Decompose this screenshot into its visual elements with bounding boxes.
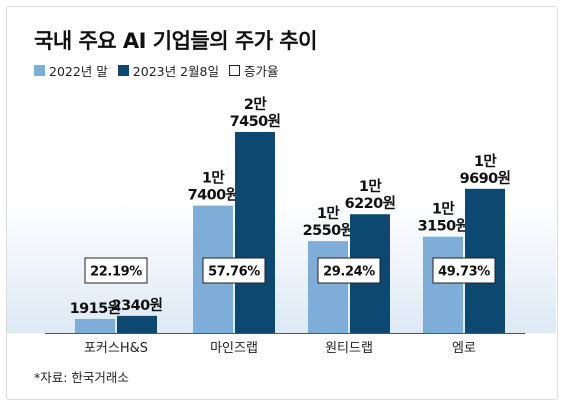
value-label-2023-1-1: 7450원 (230, 113, 281, 130)
value-label-2023-3-0: 1만 (474, 153, 497, 170)
value-label-2022-2-0: 1만 (317, 205, 340, 222)
legend: 2022년 말 2023년 2월8일 증가율 (34, 61, 289, 80)
value-label-2022-1-0: 1만 (202, 170, 225, 187)
category-label-1: 마인즈랩 (210, 341, 258, 356)
growth-label-2: 29.24% (323, 265, 375, 280)
growth-label-1: 57.76% (208, 265, 260, 280)
growth-box-2 (317, 257, 381, 284)
legend-item-2022: 2022년 말 (34, 61, 108, 80)
value-label-2022-3-0: 1만 (432, 201, 455, 218)
category-label-3: 엠로 (452, 341, 476, 356)
legend-swatch-growth (229, 64, 240, 76)
growth-box-1 (202, 257, 266, 284)
value-label-2023-0-0: 2340원 (112, 297, 163, 314)
growth-label-0: 22.19% (90, 265, 142, 280)
source-note: *자료: 한국거래소 (34, 370, 129, 385)
legend-label-2023: 2023년 2월8일 (132, 63, 219, 79)
bar-2022-3 (423, 236, 463, 333)
legend-label-2022: 2022년 말 (49, 63, 108, 79)
value-label-2022-2-1: 2550원 (303, 222, 354, 239)
chart-title: 국내 주요 AI 기업들의 주가 추이 (34, 29, 317, 53)
bar-2023-1 (235, 132, 275, 333)
legend-item-2023: 2023년 2월8일 (117, 61, 219, 80)
category-label-2: 원티드랩 (325, 341, 373, 356)
growth-label-3: 49.73% (438, 265, 490, 280)
bar-2022-0 (75, 318, 115, 333)
value-label-2023-1-0: 2만 (244, 96, 267, 113)
legend-swatch-2023 (117, 64, 129, 76)
legend-swatch-2022 (34, 64, 45, 76)
growth-box-3 (432, 257, 496, 284)
value-label-2023-2-1: 6220원 (345, 195, 396, 212)
bar-2022-2 (308, 241, 348, 333)
bar-2023-0 (117, 315, 157, 333)
value-label-2022-1-1: 7400원 (188, 187, 239, 204)
legend-label-growth: 증가율 (244, 63, 279, 79)
value-label-2023-3-1: 9690원 (460, 170, 511, 187)
legend-item-growth: 증가율 (229, 61, 279, 80)
category-label-0: 포커스H&S (84, 341, 148, 356)
value-label-2023-2-0: 1만 (359, 178, 382, 195)
value-label-2022-3-1: 3150원 (418, 218, 469, 235)
growth-box-0 (84, 257, 148, 284)
value-label-2022-0-0: 1915원 (70, 300, 121, 317)
